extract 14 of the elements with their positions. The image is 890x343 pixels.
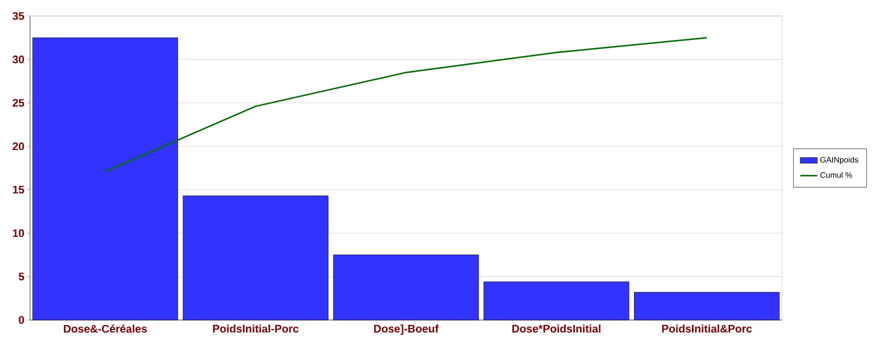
line-series	[104, 36, 708, 172]
x-tick-label: Dose&-Céréales	[64, 324, 147, 333]
x-tick-label: PoidsInitial-Porc	[213, 324, 299, 333]
y-tick-label: 0	[18, 316, 24, 324]
x-tick-label: Dose*PoidsInitial	[512, 324, 600, 333]
y-tick-label: 10	[12, 229, 24, 238]
y-tick-label: 15	[12, 186, 24, 194]
y-tick-label: 5	[18, 272, 24, 280]
x-tick-label: Dose]-Boeuf	[374, 324, 439, 335]
y-tick-label: 20	[12, 142, 24, 150]
y-tick-label: 30	[12, 56, 24, 64]
y-tick-label: 35	[12, 12, 24, 20]
x-tick-label: PoidsInitial&Porc	[662, 324, 752, 333]
y-tick-label: 25	[12, 98, 24, 107]
